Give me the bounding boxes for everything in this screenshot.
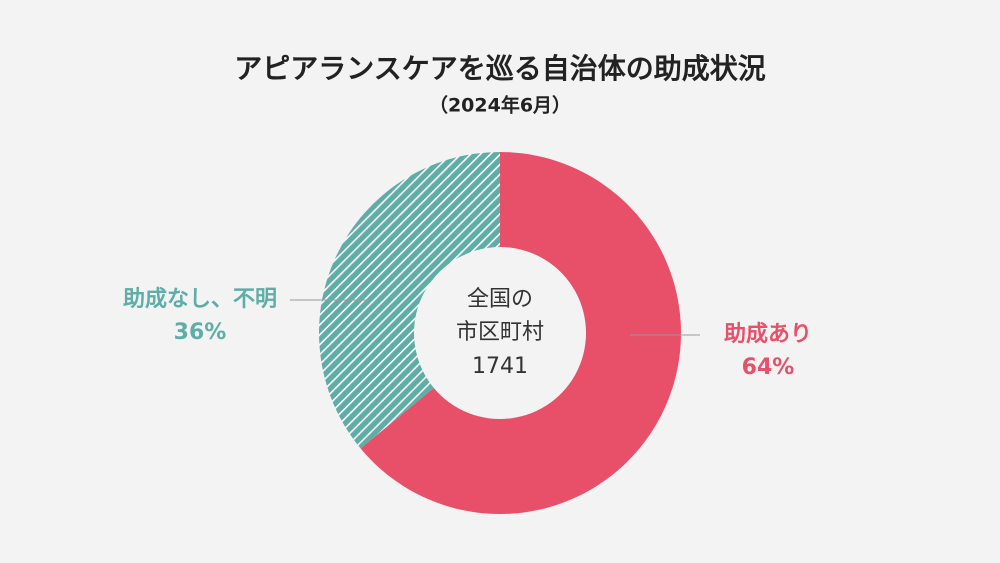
center-label: 全国の: [467, 287, 533, 312]
chart-title: アピアランスケアを巡る自治体の助成状況: [234, 52, 765, 85]
slice-label: 助成なし、不明: [123, 287, 277, 312]
slice: [319, 152, 500, 449]
chart-subtitle: （2024年6月）: [429, 94, 571, 117]
slice-label: 助成あり: [724, 322, 812, 347]
center-value: 1741: [472, 354, 528, 379]
value-label: 64%: [742, 355, 795, 380]
center-label: 市区町村: [456, 320, 544, 345]
value-label: 36%: [174, 320, 227, 345]
donut: [319, 152, 681, 514]
slice: [360, 152, 681, 514]
